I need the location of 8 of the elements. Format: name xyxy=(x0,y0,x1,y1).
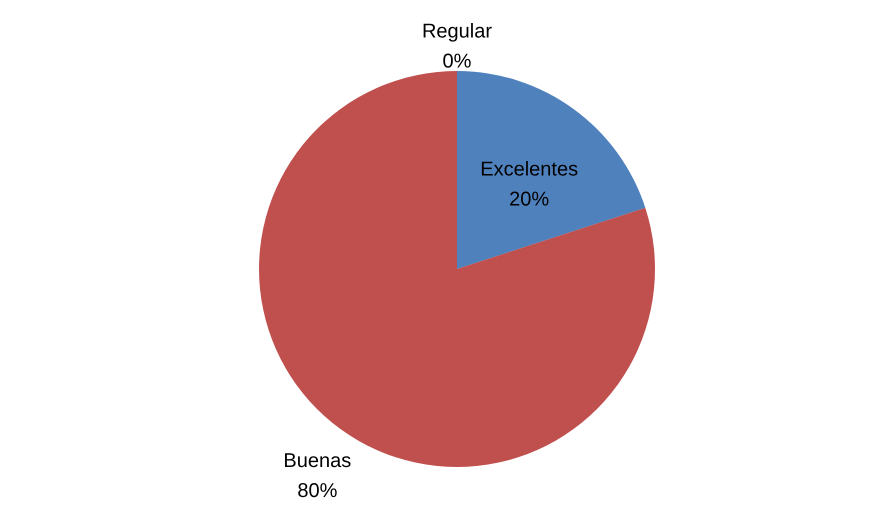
slice-label: Excelentes xyxy=(480,158,578,181)
pie-slice xyxy=(457,71,646,269)
category-label: Regular xyxy=(422,20,492,42)
slice-label: Buenas xyxy=(283,450,352,472)
pie-slice xyxy=(259,71,655,467)
data-label: 20% xyxy=(509,188,550,211)
data-label: 80% xyxy=(297,480,338,502)
text: 0% xyxy=(442,50,472,72)
